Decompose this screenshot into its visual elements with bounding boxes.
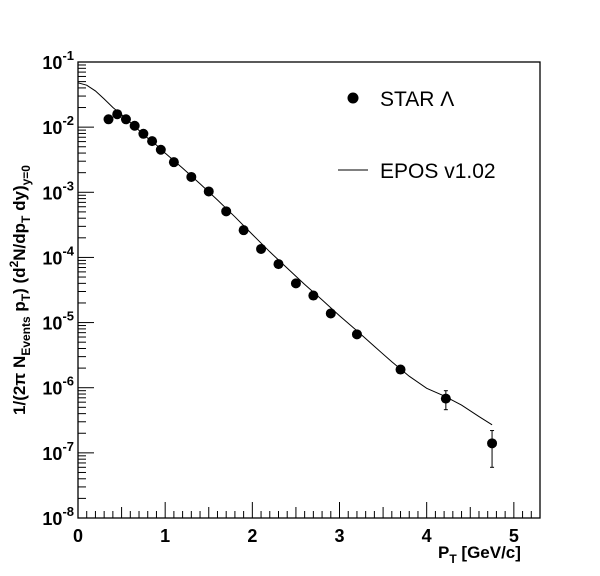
y-tick-label: 10-3 [42,178,74,203]
y-tick-label: 10-8 [42,504,74,529]
y-tick-label: 10-1 [42,48,74,73]
star-data-point [120,114,131,125]
x-axis-label: PT [GeV/c] [438,543,521,566]
x-tick-label: 5 [509,526,519,546]
star-data-point [155,144,166,155]
star-data-point [325,308,336,319]
star-data-point [487,438,498,449]
legend-marker-star [347,92,359,104]
y-tick-label: 10-7 [42,439,74,464]
star-data-point [221,206,232,217]
y-tick-label: 10-6 [42,374,74,399]
legend-label-epos: EPOS v1.02 [380,160,496,183]
star-data-point [168,157,179,168]
star-data-point [103,114,114,125]
x-tick-label: 2 [247,526,257,546]
x-tick-label: 0 [73,526,83,546]
star-data-point [186,171,197,182]
y-tick-label: 10-4 [42,243,74,268]
plot-frame [77,61,541,519]
star-data-point [147,136,158,147]
x-tick-label: 4 [422,526,432,546]
star-data-point [290,278,301,289]
y-tick-label: 10-2 [42,113,74,138]
star-data-point [129,120,140,131]
y-tick-label: 10-5 [42,309,74,334]
x-tick-label: 1 [160,526,170,546]
star-data-point [112,109,123,120]
legend-label-star: STAR Λ [380,88,454,111]
star-data-point [440,393,451,404]
star-data-point [138,128,149,139]
star-data-point [256,243,267,254]
x-tick-label: 3 [335,526,345,546]
y-axis-label: 1/(2π NEvents pT) (d2N/dpT dy)y=0 [7,165,33,415]
star-data-point [273,259,284,270]
star-data-point [238,225,249,236]
star-data-point [308,290,319,301]
star-data-point [395,364,406,375]
star-data-point [351,329,362,340]
star-data-point [203,186,214,197]
